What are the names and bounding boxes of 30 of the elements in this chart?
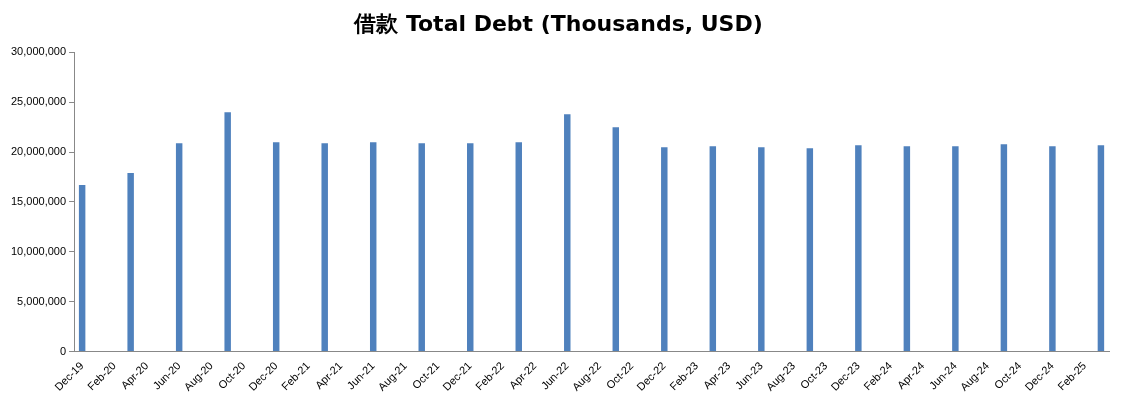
bar [467,143,474,352]
y-tick-label: 5,000,000 [17,294,67,307]
bar [1049,146,1056,352]
bar [709,146,717,352]
y-tick-label: 25,000,000 [10,95,67,108]
y-tick-label: 20,000,000 [10,145,67,158]
y-tick-label: 30,000,000 [10,45,67,58]
bar [321,143,328,352]
bar [903,146,911,352]
bar [418,143,425,352]
bar [612,127,620,352]
y-tick-label: 0 [59,344,67,357]
bar [661,147,668,352]
bar [272,142,280,352]
bar [175,143,183,352]
y-tick-label: 15,000,000 [10,195,67,208]
bar [224,112,231,352]
bar [515,142,522,352]
bar [564,114,571,352]
bar [855,145,862,352]
bar [369,142,377,352]
bar [806,148,814,352]
bar [1097,145,1105,352]
chart-title: 借款 Total Debt (Thousands, USD) [353,10,763,36]
bar [127,173,134,352]
bar [78,185,86,352]
bar [952,146,959,352]
bar [1000,144,1008,352]
bar [758,147,765,352]
y-tick-label: 10,000,000 [10,244,67,257]
